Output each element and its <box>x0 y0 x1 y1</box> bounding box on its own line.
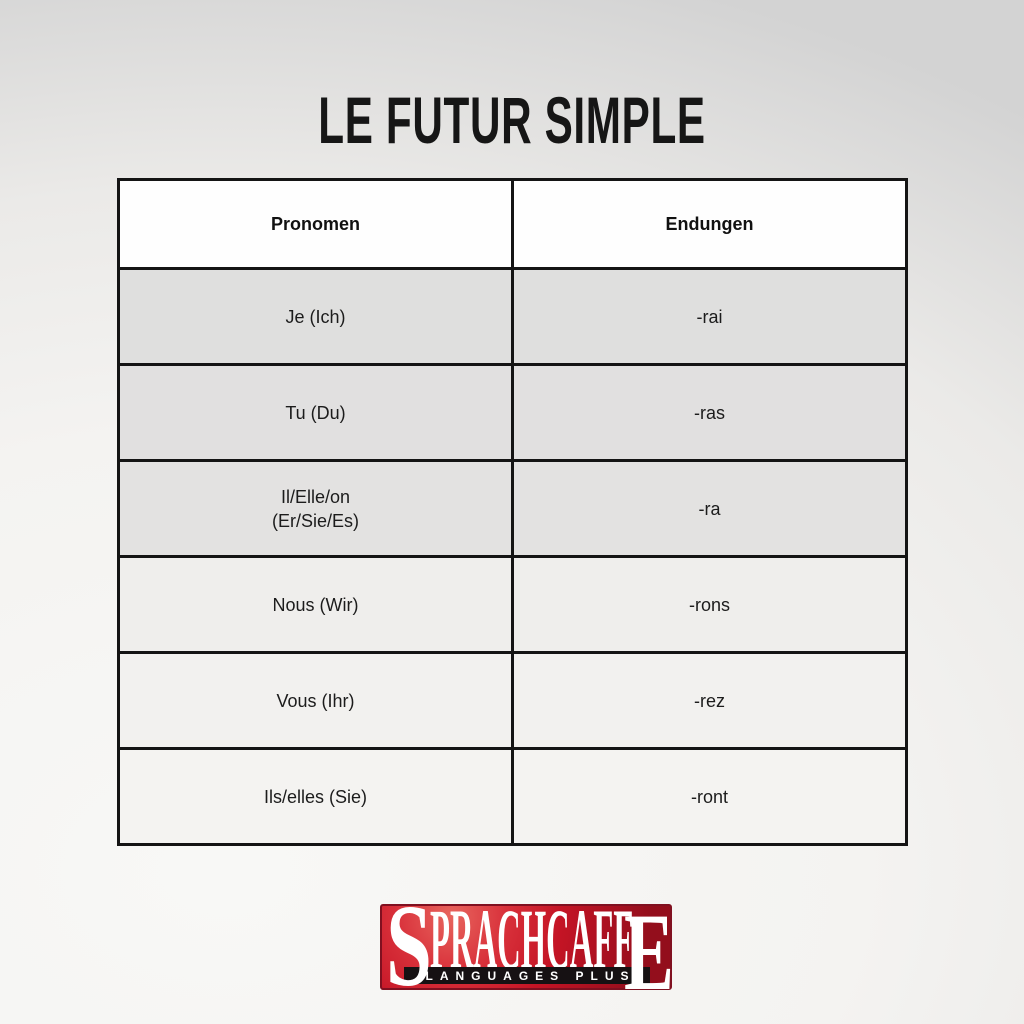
pronoun-cell: Je (Ich) <box>117 267 514 366</box>
table-row: Nous (Wir) -rons <box>117 555 908 654</box>
logo-brand-last-letter: E <box>624 891 674 1013</box>
pronoun-cell: Tu (Du) <box>117 363 514 462</box>
pronoun-cell: Vous (Ihr) <box>117 651 514 750</box>
table-row: Tu (Du) -ras <box>117 363 908 462</box>
ending-cell: -ront <box>511 747 908 846</box>
table-row: Vous (Ihr) -rez <box>117 651 908 750</box>
sprachcaffe-logo: S PRACHCAFF E LANGUAGES PLUS <box>380 887 674 1007</box>
ending-cell: -rez <box>511 651 908 750</box>
pronoun-cell: Ils/elles (Sie) <box>117 747 514 846</box>
pronoun-cell: Nous (Wir) <box>117 555 514 654</box>
ending-cell: -ra <box>511 459 908 558</box>
logo-subtitle: LANGUAGES PLUS <box>425 968 636 983</box>
table-row: Je (Ich) -rai <box>117 267 908 366</box>
ending-cell: -rons <box>511 555 908 654</box>
table-row: Il/Elle/on (Er/Sie/Es) -ra <box>117 459 908 558</box>
table-row: Ils/elles (Sie) -ront <box>117 747 908 846</box>
logo-brand-first-letter: S <box>386 880 432 1011</box>
column-header-endungen: Endungen <box>511 178 908 270</box>
ending-cell: -ras <box>511 363 908 462</box>
page-title: LE FUTUR SIMPLE <box>318 83 706 157</box>
ending-cell: -rai <box>511 267 908 366</box>
table-header-row: Pronomen Endungen <box>117 178 908 270</box>
column-header-pronomen: Pronomen <box>117 178 514 270</box>
pronoun-cell: Il/Elle/on (Er/Sie/Es) <box>117 459 514 558</box>
conjugation-table: Pronomen Endungen Je (Ich) -rai Tu (Du) … <box>117 178 908 846</box>
logo-subtitle-bar: LANGUAGES PLUS <box>404 967 650 984</box>
